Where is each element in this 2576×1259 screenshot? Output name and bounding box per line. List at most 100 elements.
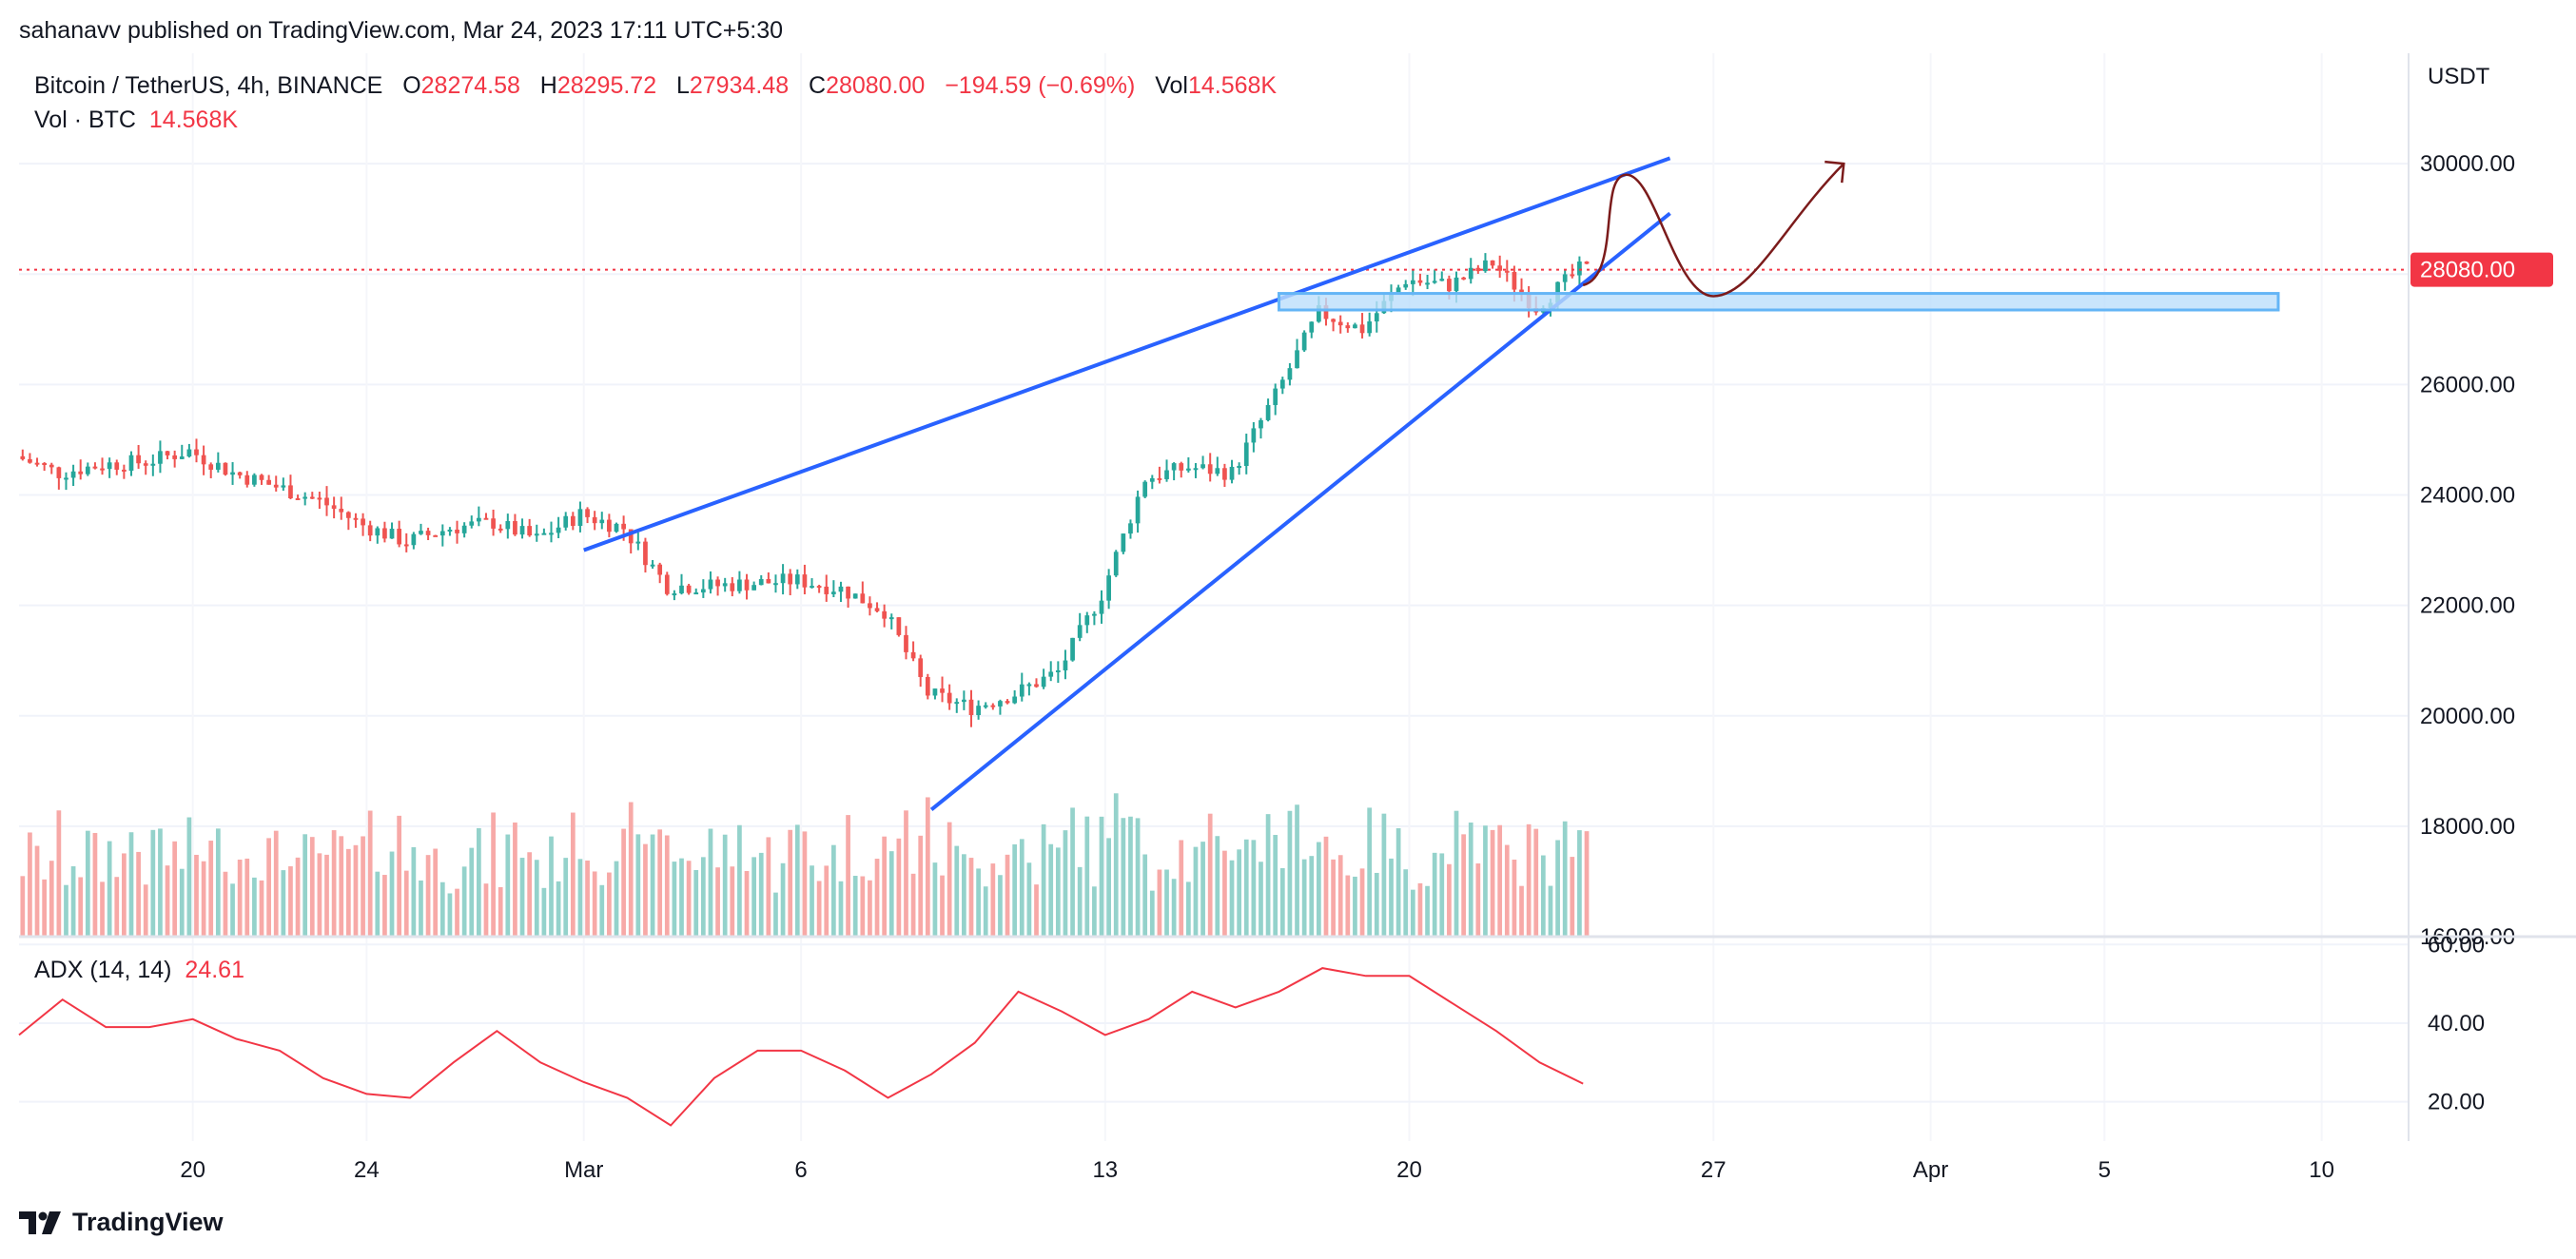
- candle-body: [1099, 600, 1104, 614]
- volume-bar: [810, 865, 814, 937]
- volume-bar: [1171, 879, 1177, 937]
- volume-bar: [201, 861, 206, 937]
- candle-body: [657, 564, 663, 575]
- candle-body: [1279, 379, 1285, 389]
- volume-bar: [570, 812, 576, 937]
- candle-body: [904, 634, 908, 652]
- volume-bar: [1259, 862, 1263, 937]
- candle-body: [194, 449, 199, 455]
- candle-body: [244, 475, 250, 485]
- tradingview-logo[interactable]: TradingView: [19, 1208, 224, 1237]
- candle-body: [910, 651, 916, 659]
- volume-bar: [904, 810, 908, 937]
- candle-body: [1468, 267, 1473, 280]
- volume-study-value: 14.568K: [148, 107, 239, 133]
- candle-body: [968, 699, 974, 715]
- symbol-label[interactable]: Bitcoin / TetherUS, 4h, BINANCE: [34, 72, 383, 99]
- volume-bar: [592, 871, 597, 937]
- volume-bar: [1142, 854, 1148, 937]
- volume-bar: [1070, 807, 1075, 937]
- candle-body: [983, 705, 988, 707]
- volume-bar: [1019, 839, 1025, 937]
- candle-body: [773, 583, 778, 586]
- volume-study-label[interactable]: Vol · BTC: [34, 107, 136, 133]
- candle-body: [1164, 470, 1169, 479]
- volume-bar: [433, 848, 439, 937]
- candle-body: [585, 509, 590, 517]
- volume-bar: [918, 835, 924, 937]
- adx-label[interactable]: ADX (14, 14): [34, 957, 172, 983]
- volume-bar: [56, 810, 62, 937]
- candle-body: [563, 515, 569, 528]
- candle-body: [1447, 279, 1452, 292]
- candle-body: [1207, 464, 1213, 475]
- volume-bar: [1483, 825, 1488, 937]
- candle-body: [1483, 260, 1488, 272]
- candle-body: [1461, 277, 1466, 280]
- candle-body: [1331, 319, 1336, 322]
- volume-bar: [389, 851, 395, 937]
- candle-body: [1512, 272, 1517, 290]
- candle-body: [143, 463, 148, 466]
- candle-body: [179, 456, 185, 459]
- candle-body: [433, 534, 439, 537]
- volume-bar: [946, 822, 952, 937]
- candle-body: [650, 564, 655, 567]
- volume-bar: [1512, 860, 1517, 937]
- candle-body: [295, 497, 301, 500]
- volume-bar: [397, 815, 401, 937]
- candle-body: [708, 579, 713, 590]
- volume-bar: [940, 875, 945, 937]
- tradingview-brand: TradingView: [72, 1208, 224, 1236]
- candle-body: [1019, 684, 1025, 697]
- candle-body: [816, 586, 822, 589]
- volume-bar: [1359, 868, 1365, 937]
- volume-bar: [563, 858, 569, 937]
- candle-body: [49, 464, 54, 468]
- candle-body: [1403, 283, 1409, 288]
- volume-bar: [998, 875, 1003, 937]
- volume-bar: [860, 876, 866, 937]
- candle-body: [1237, 465, 1242, 468]
- volume-bar: [1381, 813, 1387, 937]
- volume-bar: [1295, 804, 1299, 937]
- volume-bar: [1577, 830, 1582, 937]
- candle-body: [794, 574, 800, 585]
- candle-body: [635, 541, 641, 544]
- volume-bar: [1251, 840, 1257, 937]
- volume-bar: [1229, 860, 1235, 937]
- candle-body: [852, 593, 858, 599]
- adx-value: 24.61: [185, 957, 244, 983]
- candle-body: [940, 688, 945, 693]
- candle-body: [397, 529, 401, 545]
- volume-bar: [1461, 834, 1466, 937]
- candle-body: [1070, 637, 1075, 661]
- candle-body: [1135, 496, 1141, 524]
- candle-body: [237, 472, 243, 475]
- volume-bar: [868, 880, 872, 937]
- candle-body: [1251, 428, 1257, 443]
- volume-bar: [403, 870, 409, 937]
- time-tick-label: 27: [1701, 1157, 1727, 1183]
- volume-bar: [954, 845, 960, 937]
- volume-bar: [1157, 869, 1162, 937]
- currency-label: USDT: [2428, 64, 2490, 89]
- volume-bar: [925, 797, 930, 937]
- adx-tick-label: 40.00: [2428, 1011, 2485, 1036]
- candle-body: [1497, 265, 1503, 271]
- volume-bar: [788, 829, 793, 937]
- volume-bar: [1063, 830, 1068, 937]
- time-tick-label: 20: [1396, 1157, 1422, 1183]
- candle-body: [447, 529, 453, 532]
- candle-body: [1337, 321, 1343, 326]
- volume-bar: [1106, 838, 1111, 937]
- volume-bar: [223, 871, 228, 937]
- candle-body: [455, 529, 459, 533]
- candle-body: [439, 531, 445, 536]
- candle-body: [70, 471, 76, 478]
- candle-body: [215, 462, 221, 470]
- volume-bar: [1548, 885, 1553, 937]
- candle-body: [1041, 676, 1046, 688]
- volume-bar: [700, 857, 706, 937]
- candle-body: [1265, 404, 1271, 420]
